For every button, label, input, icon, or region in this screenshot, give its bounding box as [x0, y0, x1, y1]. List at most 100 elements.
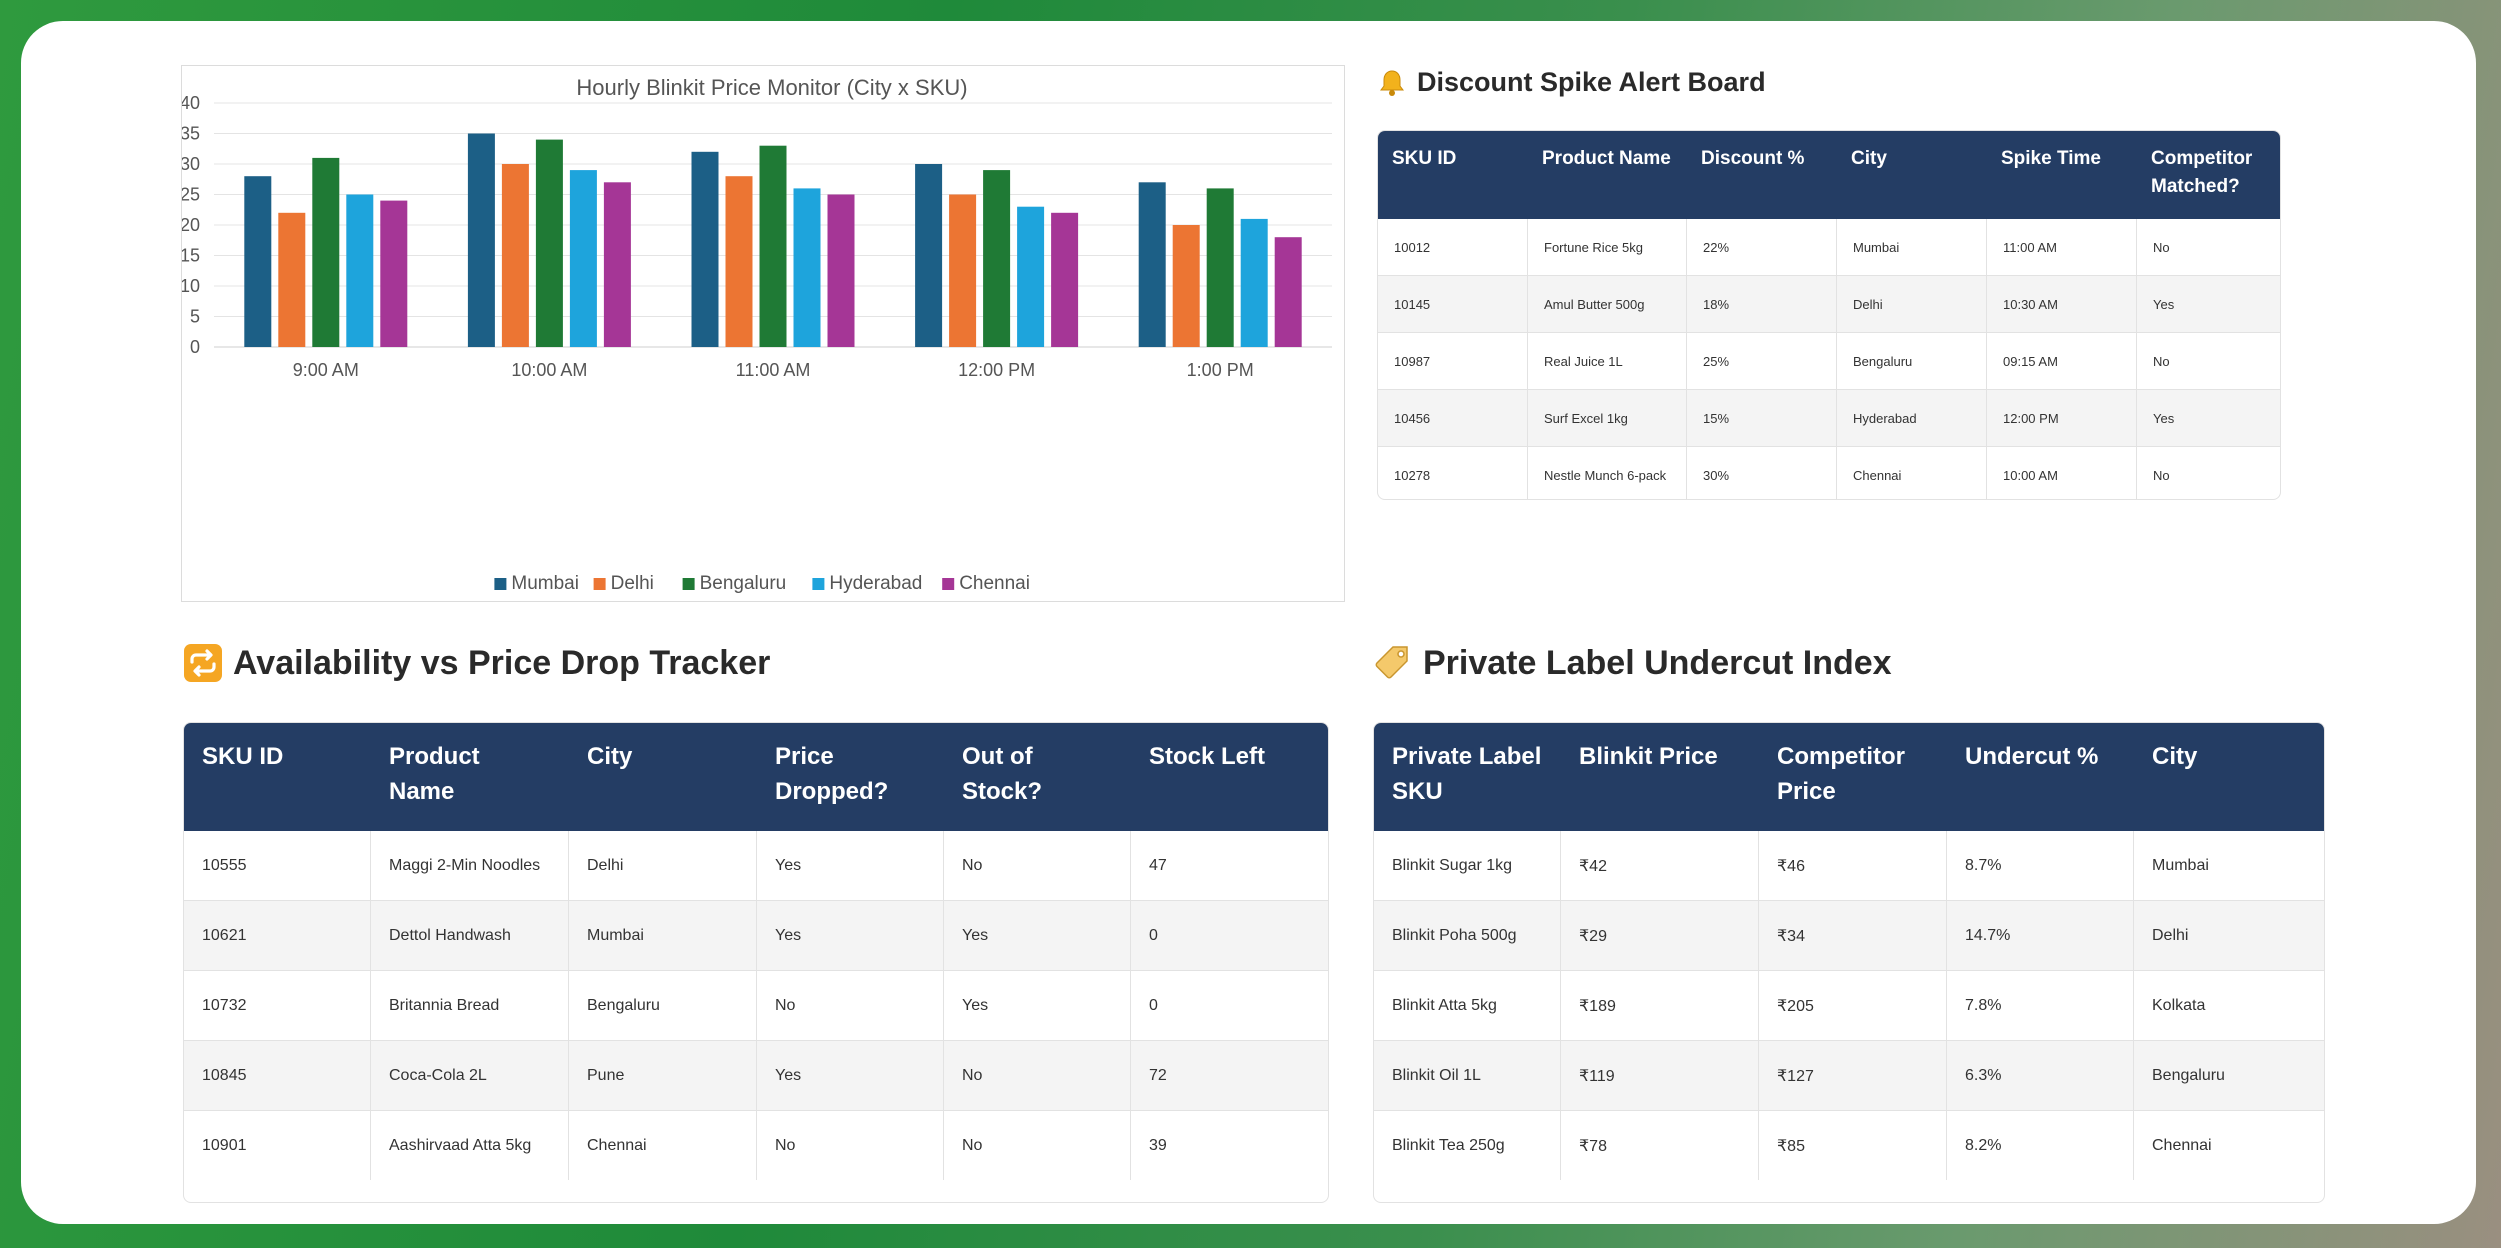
table-cell: Yes [757, 831, 944, 901]
table-cell: ₹42 [1561, 831, 1759, 901]
table-cell: Hyderabad [1837, 390, 1987, 447]
private-label-col-header: Private Label SKU [1374, 723, 1561, 831]
bar-mumbai-1 [467, 133, 495, 347]
discount-col-header: City [1837, 131, 1987, 219]
table-cell: Pune [569, 1041, 757, 1111]
discount-table-container: SKU ID Product Name Discount % City Spike Ti… [1377, 130, 2281, 500]
table-cell: Blinkit Poha 500g [1374, 901, 1561, 971]
table-cell: 10012 [1378, 219, 1528, 276]
table-row: Blinkit Poha 500g ₹29 ₹34 14.7% Delhi [1374, 901, 2324, 971]
table-cell: 72 [1131, 1041, 1328, 1111]
legend-label: Delhi [611, 573, 654, 594]
table-cell: 7.8% [1947, 971, 2134, 1041]
table-cell: Yes [2137, 390, 2280, 447]
bar-chennai-3 [1051, 212, 1079, 347]
availability-col-header: Out of Stock? [944, 723, 1131, 831]
table-row: 10901 Aashirvaad Atta 5kg Chennai No No 39 [184, 1111, 1328, 1180]
table-cell: No [757, 1111, 944, 1180]
table-cell: ₹189 [1561, 971, 1759, 1041]
bar-chennai-4 [1274, 237, 1302, 347]
y-tick-label: 10 [182, 276, 200, 296]
legend-label: Hyderabad [829, 573, 922, 594]
x-tick-label: 9:00 AM [293, 360, 359, 380]
availability-table: SKU ID Product Name City Price Dropped? Out … [184, 723, 1328, 1180]
table-cell: Coca-Cola 2L [371, 1041, 569, 1111]
table-cell: Chennai [1837, 447, 1987, 499]
table-row: Blinkit Tea 250g ₹78 ₹85 8.2% Chennai [1374, 1111, 2324, 1180]
availability-col-header: Stock Left [1131, 723, 1328, 831]
table-cell: Blinkit Atta 5kg [1374, 971, 1561, 1041]
table-cell: Mumbai [569, 901, 757, 971]
bar-bengaluru-0 [312, 157, 340, 347]
table-cell: Bengaluru [2134, 1041, 2324, 1111]
table-cell: 47 [1131, 831, 1328, 901]
table-cell: ₹205 [1759, 971, 1947, 1041]
table-cell: 0 [1131, 901, 1328, 971]
y-tick-label: 25 [182, 185, 200, 205]
availability-col-header: SKU ID [184, 723, 371, 831]
private-label-col-header: Blinkit Price [1561, 723, 1759, 831]
bar-chennai-0 [380, 200, 408, 347]
discount-col-header: Discount % [1687, 131, 1837, 219]
table-cell: Yes [944, 971, 1131, 1041]
table-cell: Yes [757, 1041, 944, 1111]
table-cell: No [2137, 219, 2280, 276]
price-tag-icon [1373, 643, 1413, 683]
table-cell: Nestle Munch 6-pack [1528, 447, 1687, 499]
table-cell: Yes [757, 901, 944, 971]
legend-swatch-chennai [942, 578, 955, 590]
table-row: Blinkit Atta 5kg ₹189 ₹205 7.8% Kolkata [1374, 971, 2324, 1041]
bar-delhi-2 [725, 176, 753, 347]
table-cell: 10278 [1378, 447, 1528, 499]
bar-bengaluru-3 [983, 170, 1011, 347]
table-cell: 25% [1687, 333, 1837, 390]
table-cell: 30% [1687, 447, 1837, 499]
bar-mumbai-0 [244, 176, 272, 347]
availability-col-header: City [569, 723, 757, 831]
table-cell: Yes [944, 901, 1131, 971]
table-cell: 15% [1687, 390, 1837, 447]
legend-label: Bengaluru [700, 573, 787, 594]
discount-col-header: Competitor Matched? [2137, 131, 2280, 219]
y-tick-label: 35 [182, 124, 200, 144]
table-cell: 10845 [184, 1041, 371, 1111]
bell-icon [1377, 68, 1407, 98]
table-cell: 22% [1687, 219, 1837, 276]
table-row: 10987 Real Juice 1L 25% Bengaluru 09:15 AM No [1378, 333, 2280, 390]
table-cell: ₹119 [1561, 1041, 1759, 1111]
legend-swatch-mumbai [494, 578, 507, 590]
chart-svg: Hourly Blinkit Price Monitor (City x SKU… [182, 75, 1332, 594]
table-cell: No [944, 1111, 1131, 1180]
table-cell: ₹127 [1759, 1041, 1947, 1111]
repeat-icon [183, 643, 223, 683]
price-monitor-chart: Hourly Blinkit Price Monitor (City x SKU… [181, 65, 1345, 602]
content-card: Hourly Blinkit Price Monitor (City x SKU… [21, 21, 2476, 1224]
y-tick-label: 40 [182, 93, 200, 113]
table-cell: 14.7% [1947, 901, 2134, 971]
table-row: 10555 Maggi 2-Min Noodles Delhi Yes No 47 [184, 831, 1328, 901]
table-cell: Blinkit Sugar 1kg [1374, 831, 1561, 901]
private-label-table-container: Private Label SKU Blinkit Price Competitor… [1373, 722, 2325, 1203]
table-cell: 8.2% [1947, 1111, 2134, 1180]
y-tick-label: 5 [190, 307, 200, 327]
discount-board-title: Discount Spike Alert Board [1417, 67, 1766, 97]
table-cell: Delhi [2134, 901, 2324, 971]
availability-col-header: Product Name [371, 723, 569, 831]
table-cell: No [2137, 333, 2280, 390]
availability-heading: Availability vs Price Drop Tracker [183, 643, 770, 683]
discount-col-header: SKU ID [1378, 131, 1528, 219]
table-cell: ₹85 [1759, 1111, 1947, 1180]
table-cell: 10:00 AM [1987, 447, 2137, 499]
table-cell: ₹29 [1561, 901, 1759, 971]
table-cell: Fortune Rice 5kg [1528, 219, 1687, 276]
table-cell: Bengaluru [569, 971, 757, 1041]
table-row: 10012 Fortune Rice 5kg 22% Mumbai 11:00 AM No [1378, 219, 2280, 276]
y-tick-label: 20 [182, 215, 200, 235]
y-tick-label: 15 [182, 246, 200, 266]
table-cell: Chennai [2152, 1136, 2212, 1154]
discount-board-heading: Discount Spike Alert Board [1377, 67, 1766, 98]
bar-mumbai-4 [1138, 182, 1166, 347]
table-cell: ₹78 [1561, 1111, 1759, 1180]
table-cell: Amul Butter 500g [1528, 276, 1687, 333]
bar-bengaluru-2 [759, 145, 787, 347]
